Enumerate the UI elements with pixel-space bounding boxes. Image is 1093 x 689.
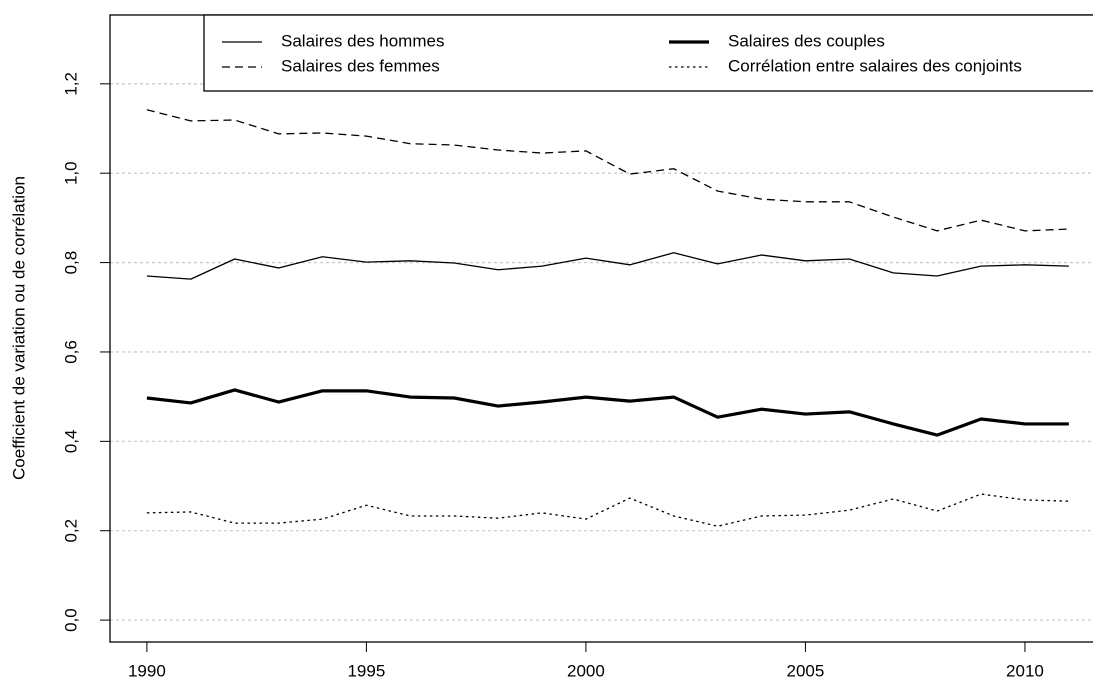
legend-box bbox=[203, 14, 1093, 92]
x-tick-label: 2010 bbox=[1006, 661, 1044, 680]
y-tick-label: 0,0 bbox=[61, 608, 80, 632]
x-tick-label: 1990 bbox=[128, 661, 166, 680]
x-tick-label: 2000 bbox=[567, 661, 605, 680]
x-tick-label: 2005 bbox=[787, 661, 825, 680]
legend-label: Salaires des femmes bbox=[281, 56, 440, 75]
series-line bbox=[146, 388, 1069, 437]
series-line bbox=[146, 252, 1069, 280]
legend-label: Salaires des couples bbox=[728, 31, 885, 50]
y-tick-label: 0,4 bbox=[61, 430, 80, 454]
y-tick-label: 0,8 bbox=[61, 251, 80, 275]
legend-label: Salaires des hommes bbox=[281, 31, 444, 50]
y-tick-label: 1,2 bbox=[61, 72, 80, 96]
plot-frame bbox=[109, 14, 1093, 643]
legend-label: Corrélation entre salaires des conjoints bbox=[728, 56, 1022, 75]
y-tick-label: 1,0 bbox=[61, 161, 80, 185]
series-line bbox=[146, 109, 1069, 232]
x-tick-label: 1995 bbox=[347, 661, 385, 680]
y-axis-label: Coefficient de variation ou de corrélati… bbox=[9, 176, 28, 480]
y-tick-label: 0,6 bbox=[61, 340, 80, 364]
series-line bbox=[146, 493, 1069, 527]
y-tick-label: 0,2 bbox=[61, 519, 80, 543]
